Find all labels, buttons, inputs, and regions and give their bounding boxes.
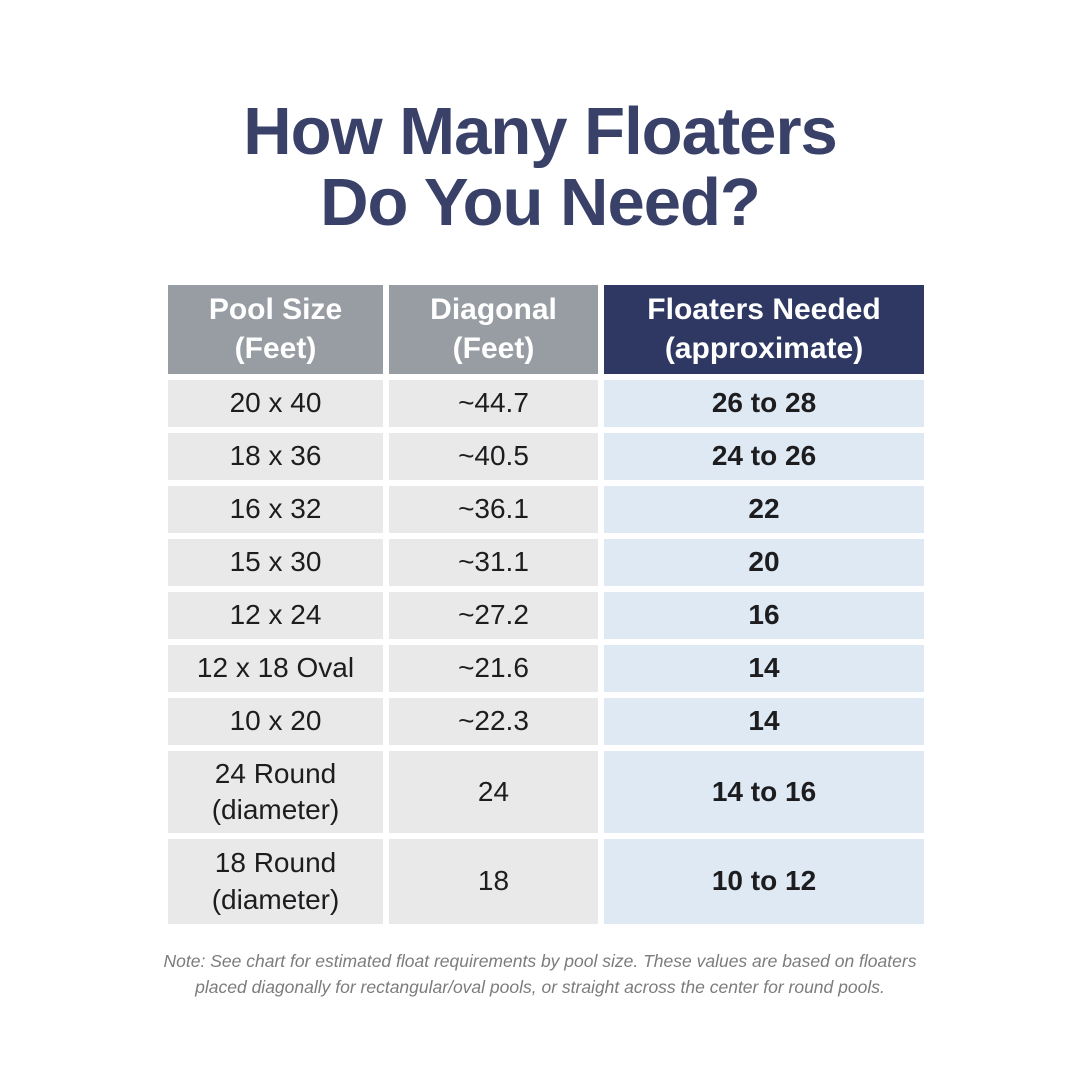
diagonal-cell: ~36.1 <box>389 486 598 534</box>
header-cell-pool-size: Pool Size (Feet) <box>168 285 383 375</box>
pool-size-cell: 18 Round (diameter) <box>168 839 383 925</box>
page-title: How Many Floaters Do You Need? <box>0 0 1080 238</box>
title-line-1: How Many Floaters <box>243 94 838 169</box>
diagonal-cell: ~44.7 <box>389 380 598 428</box>
floaters-cell: 16 <box>604 592 924 640</box>
title-line-2: Do You Need? <box>320 165 761 241</box>
pool-size-cell: 24 Round (diameter) <box>168 751 383 834</box>
pool-size-cell: 10 x 20 <box>168 698 383 746</box>
header-floaters-line-2: (approximate) <box>664 331 864 365</box>
diagonal-cell: ~21.6 <box>389 645 598 693</box>
header-pool-size-line-2: (Feet) <box>234 331 317 365</box>
floaters-cell: 14 <box>604 645 924 693</box>
floaters-cell: 14 <box>604 698 924 746</box>
floaters-cell: 20 <box>604 539 924 587</box>
pool-size-cell: 20 x 40 <box>168 380 383 428</box>
diagonal-cell: ~27.2 <box>389 592 598 640</box>
pool-size-cell: 12 x 18 Oval <box>168 645 383 693</box>
floaters-cell: 22 <box>604 486 924 534</box>
floaters-table: Pool Size (Feet) Diagonal (Feet) Floater… <box>168 285 924 925</box>
pool-size-cell: 12 x 24 <box>168 592 383 640</box>
diagonal-cell: ~31.1 <box>389 539 598 587</box>
diagonal-cell: 24 <box>389 751 598 834</box>
diagonal-cell: ~40.5 <box>389 433 598 481</box>
pool-size-cell: 18 x 36 <box>168 433 383 481</box>
pool-size-cell: 15 x 30 <box>168 539 383 587</box>
pool-size-cell: 16 x 32 <box>168 486 383 534</box>
header-diagonal-line-1: Diagonal <box>430 293 557 327</box>
floaters-cell: 14 to 16 <box>604 751 924 834</box>
header-floaters-line-1: Floaters Needed <box>647 293 881 327</box>
floaters-cell: 10 to 12 <box>604 839 924 925</box>
floaters-cell: 26 to 28 <box>604 380 924 428</box>
header-cell-floaters-needed: Floaters Needed (approximate) <box>604 285 924 375</box>
floaters-cell: 24 to 26 <box>604 433 924 481</box>
header-pool-size-line-1: Pool Size <box>208 293 343 327</box>
footnote: Note: See chart for estimated float requ… <box>163 951 917 998</box>
header-cell-diagonal: Diagonal (Feet) <box>389 285 598 375</box>
diagonal-cell: 18 <box>389 839 598 925</box>
header-diagonal-line-2: (Feet) <box>452 331 535 365</box>
diagonal-cell: ~22.3 <box>389 698 598 746</box>
